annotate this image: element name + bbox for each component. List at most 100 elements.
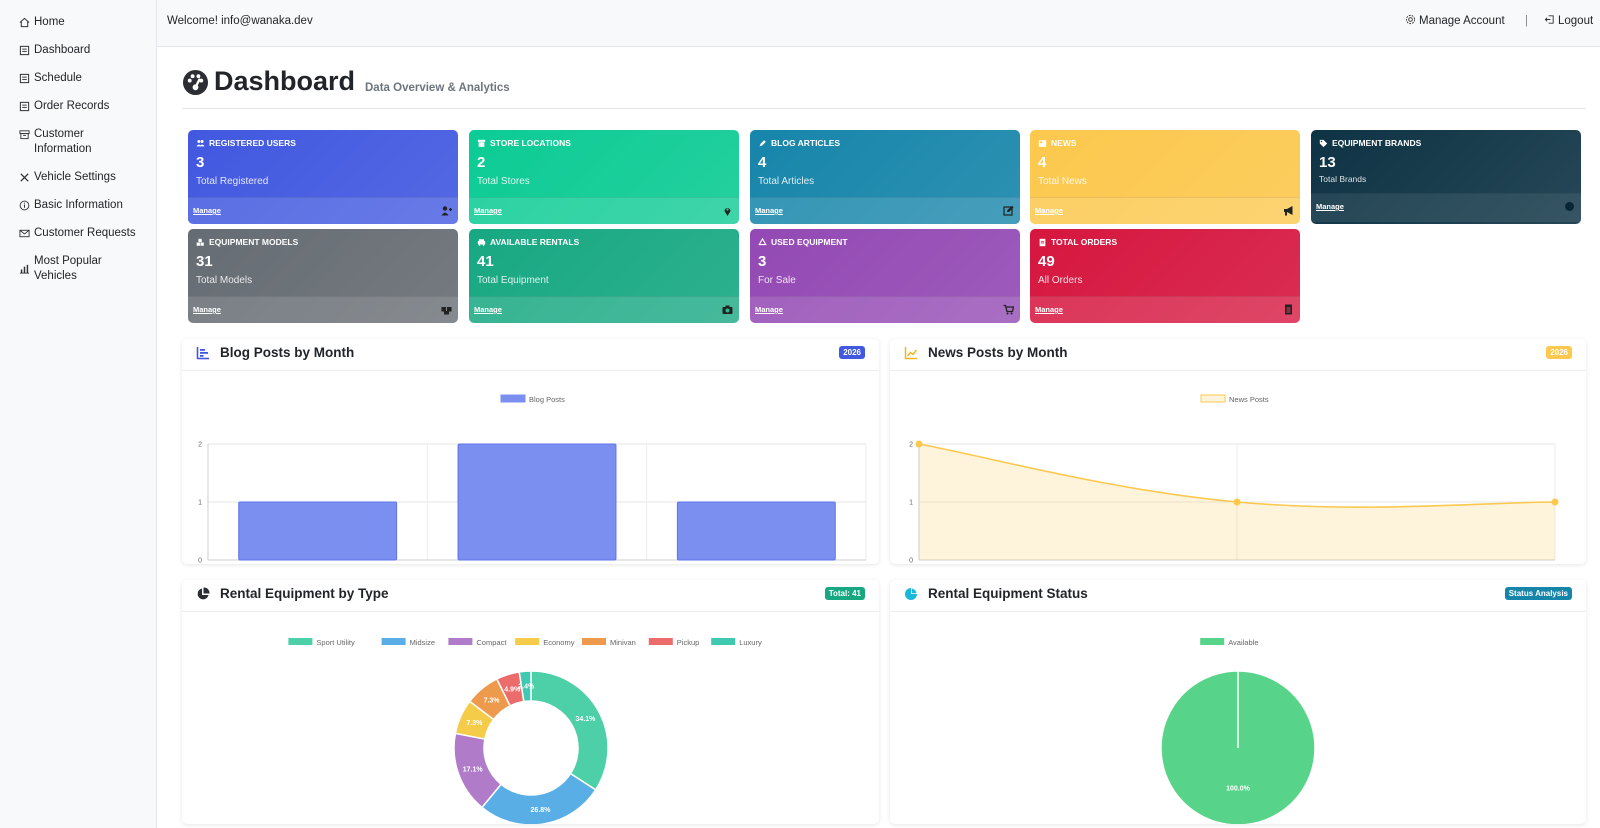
sidebar-item-vehicle-settings[interactable]: Vehicle Settings [0, 165, 156, 190]
sidebar: Home Dashboard Schedule Order Records Cu… [0, 0, 157, 828]
stat-card: TOTAL ORDERS 49 All Orders Manage [1030, 229, 1300, 323]
sidebar-item-label: Customer Information [34, 128, 92, 155]
circle-icon[interactable] [1564, 201, 1575, 212]
manage-link[interactable]: Manage [474, 206, 502, 215]
legend-label: Blog Posts [529, 395, 565, 404]
rental-status-panel: Rental Equipment Status Status Analysis … [890, 580, 1586, 824]
card-title: TOTAL ORDERS [1038, 237, 1117, 247]
manage-account-label: Manage Account [1419, 15, 1505, 27]
legend-swatch [448, 638, 473, 645]
manage-link[interactable]: Manage [193, 305, 221, 314]
legend-label: Midsize [410, 638, 435, 647]
page-subtitle: Data Overview & Analytics [365, 82, 510, 94]
slice-label: 7.3% [484, 698, 501, 705]
sidebar-item-home[interactable]: Home [0, 10, 156, 35]
card-title: USED EQUIPMENT [758, 237, 848, 247]
page-header: Dashboard Data Overview & Analytics [182, 66, 1586, 109]
user-plus-icon[interactable] [441, 205, 452, 216]
legend-label: Minivan [610, 638, 636, 647]
logout-link[interactable]: Logout [1544, 14, 1593, 28]
bar-chart-icon [18, 262, 30, 274]
sidebar-item-most-popular-vehicles[interactable]: Most Popular Vehicles [0, 249, 156, 289]
legend-label: Economy [543, 638, 575, 647]
card-value: 2 [477, 154, 486, 171]
camera-icon[interactable] [722, 304, 733, 315]
sidebar-item-label: Home [34, 16, 65, 28]
manage-account-link[interactable]: Manage Account [1405, 14, 1505, 28]
bar [238, 501, 398, 561]
sidebar-item-basic-information[interactable]: Basic Information [0, 193, 156, 218]
card-footer: Manage [188, 197, 458, 224]
slice-label: 17.1% [463, 766, 484, 773]
card-title-label: BLOG ARTICLES [771, 138, 841, 148]
sidebar-item-customer-information[interactable]: Customer Information [0, 122, 156, 162]
legend-swatch [288, 638, 313, 645]
edit-icon[interactable] [1003, 205, 1014, 216]
year-badge: 2026 [839, 346, 865, 359]
megaphone-icon[interactable] [1283, 205, 1294, 216]
manage-link[interactable]: Manage [474, 305, 502, 314]
card-footer: Manage [750, 296, 1020, 323]
y-tick-label: 1 [198, 500, 202, 507]
y-tick-label: 1 [909, 500, 913, 507]
manage-link[interactable]: Manage [193, 206, 221, 215]
list-icon [18, 44, 30, 56]
slice-label: 34.1% [576, 716, 597, 723]
manage-link[interactable]: Manage [755, 305, 783, 314]
slice-label: 26.8% [531, 807, 552, 814]
panel-title: Rental Equipment by Type [220, 586, 389, 601]
card-footer: Manage [1030, 296, 1300, 323]
y-tick-label: 2 [198, 442, 202, 449]
sidebar-item-label: Schedule [34, 72, 82, 84]
bar [676, 501, 836, 561]
sidebar-item-customer-requests[interactable]: Customer Requests [0, 221, 156, 246]
sidebar-item-label: Order Records [34, 100, 110, 112]
boxes-icon[interactable] [441, 304, 452, 315]
slice-label: 4.9% [504, 686, 521, 693]
tachometer-icon [182, 69, 209, 96]
stat-card: NEWS 4 Total News Manage [1030, 130, 1300, 224]
newspaper-icon [1038, 139, 1047, 147]
line-chart-icon [904, 347, 918, 360]
card-title-label: USED EQUIPMENT [771, 237, 848, 247]
sidebar-item-order-records[interactable]: Order Records [0, 94, 156, 119]
legend-swatch [515, 638, 540, 645]
sidebar-item-schedule[interactable]: Schedule [0, 66, 156, 91]
pie-slice [518, 670, 532, 703]
slice-label: 100.0% [1226, 786, 1251, 793]
card-title-label: EQUIPMENT BRANDS [1332, 138, 1422, 148]
pie-slice [480, 772, 597, 824]
sidebar-item-dashboard[interactable]: Dashboard [0, 38, 156, 63]
document-icon[interactable] [1283, 304, 1294, 315]
card-footer: Manage [750, 197, 1020, 224]
news-posts-panel: News Posts by Month 2026 News Posts 0 1 2 20… [890, 339, 1586, 564]
legend-label: Available [1228, 638, 1258, 647]
year-badge: 2026 [1546, 346, 1572, 359]
card-value: 3 [196, 154, 205, 171]
stat-card: EQUIPMENT BRANDS 13 Total Brands Manage [1311, 130, 1581, 224]
card-title: STORE LOCATIONS [477, 138, 571, 148]
stat-card: STORE LOCATIONS 2 Total Stores Manage [469, 130, 739, 224]
manage-link[interactable]: Manage [1035, 206, 1063, 215]
manage-link[interactable]: Manage [1316, 202, 1344, 211]
card-title: NEWS [1038, 138, 1077, 148]
users-icon [196, 139, 205, 146]
card-value: 41 [477, 253, 494, 270]
panel-header: News Posts by Month 2026 [890, 339, 1586, 371]
panel-title: Blog Posts by Month [220, 345, 355, 360]
manage-link[interactable]: Manage [755, 206, 783, 215]
file-icon [1039, 238, 1046, 246]
card-value: 13 [1319, 154, 1336, 171]
logout-icon [1544, 14, 1555, 28]
stat-card: USED EQUIPMENT 3 For Sale Manage [750, 229, 1020, 323]
panel-header: Rental Equipment by Type Total: 41 [182, 580, 879, 612]
legend-label: Sport Utility [316, 638, 355, 647]
legend-swatch [711, 638, 736, 645]
pie-slice [530, 670, 609, 791]
cart-icon[interactable] [1003, 304, 1014, 315]
map-pin-icon[interactable] [722, 205, 733, 216]
bar-chart-icon [196, 347, 209, 360]
manage-link[interactable]: Manage [1035, 305, 1063, 314]
card-subtitle: Total Brands [1319, 174, 1367, 184]
sidebar-item-label: Most Popular Vehicles [34, 255, 102, 282]
